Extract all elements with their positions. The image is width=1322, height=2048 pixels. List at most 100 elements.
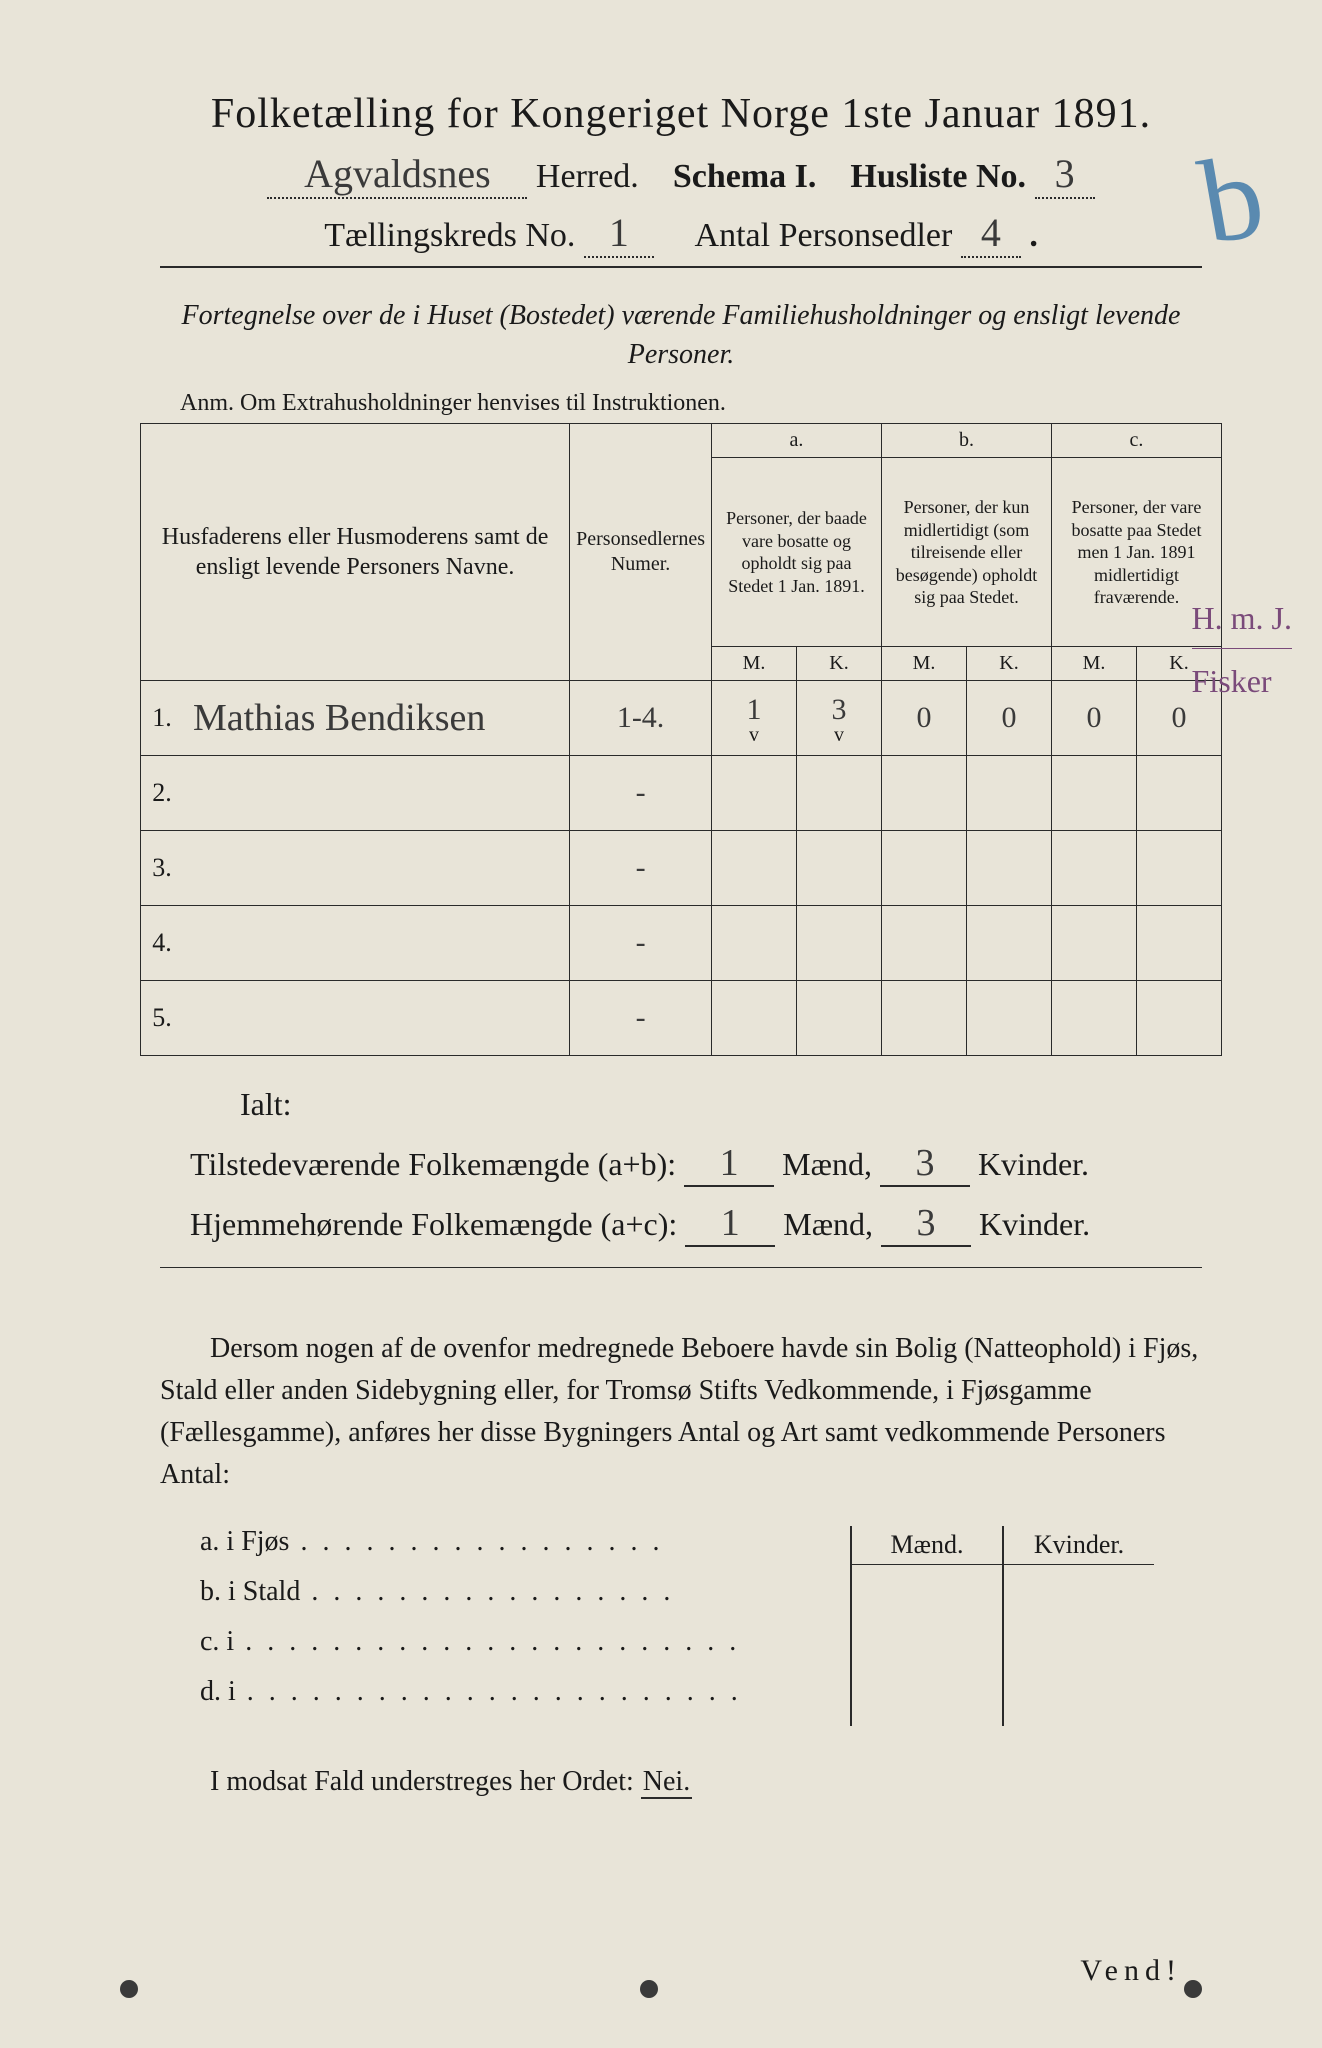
punch-hole xyxy=(1184,1980,1202,1998)
building-cols: Mænd. Kvinder. xyxy=(850,1526,1154,1726)
nei-word: Nei. xyxy=(641,1766,692,1799)
cell-num: - xyxy=(570,831,712,906)
anm-note: Anm. Om Extrahusholdninger henvises til … xyxy=(180,390,1222,417)
cell-ak xyxy=(797,756,882,831)
vend-label: Vend! xyxy=(1080,1954,1182,1988)
person-name xyxy=(183,981,570,1056)
cell-bk xyxy=(967,906,1052,981)
sum-present: Tilstedeværende Folkemængde (a+b): 1 Mæn… xyxy=(190,1141,1222,1187)
divider-2 xyxy=(160,1267,1202,1268)
th-b: Personer, der kun midlertidigt (som tilr… xyxy=(882,458,1052,647)
cell-am xyxy=(712,756,797,831)
antal-label: Antal Personsedler xyxy=(695,217,953,254)
sum1-m: 1 xyxy=(684,1141,774,1187)
cell-bk xyxy=(967,756,1052,831)
th-num: Personsedlernes Numer. xyxy=(570,424,712,681)
th-a: Personer, der baade vare bosatte og opho… xyxy=(712,458,882,647)
col-kvinder: Kvinder. xyxy=(1004,1526,1154,1726)
table-row: 3. - xyxy=(141,831,1222,906)
row-number: 4. xyxy=(141,906,184,981)
kreds-line: Tællingskreds No. 1 Antal Personsedler 4… xyxy=(140,209,1222,258)
sum-resident: Hjemmehørende Folkemængde (a+c): 1 Mænd,… xyxy=(190,1201,1222,1247)
punch-hole xyxy=(120,1980,138,1998)
kreds-no: 1 xyxy=(584,209,654,258)
cell-num: 1-4. xyxy=(570,681,712,756)
th-am: M. xyxy=(712,647,797,681)
kreds-label: Tællingskreds No. xyxy=(324,217,575,254)
row-d: d. i . . . . . . . . . . . . . . . . . .… xyxy=(200,1676,820,1708)
herred-line: Agvaldsnes Herred. Schema I. Husliste No… xyxy=(140,150,1222,199)
cell-cm xyxy=(1052,831,1137,906)
row-number: 2. xyxy=(141,756,184,831)
schema-label: Schema I. xyxy=(673,158,817,195)
row-c: c. i . . . . . . . . . . . . . . . . . .… xyxy=(200,1626,820,1658)
cell-ak xyxy=(797,981,882,1056)
cell-bm xyxy=(882,981,967,1056)
cell-cm: 0 xyxy=(1052,681,1137,756)
cell-num: - xyxy=(570,981,712,1056)
building-rows: a. i Fjøs . . . . . . . . . . . . . . . … xyxy=(200,1526,820,1726)
sum2-m: 1 xyxy=(685,1201,775,1247)
row-fjos: a. i Fjøs . . . . . . . . . . . . . . . … xyxy=(200,1526,820,1558)
census-form: b Folketælling for Kongeriget Norge 1ste… xyxy=(0,0,1322,1868)
row-number: 3. xyxy=(141,831,184,906)
sum2-maend: Mænd, xyxy=(783,1206,873,1242)
table-row: 5. - xyxy=(141,981,1222,1056)
cell-ak xyxy=(797,906,882,981)
th-c-top: c. xyxy=(1052,424,1222,458)
main-table: Husfaderens eller Husmoderens samt de en… xyxy=(140,423,1222,1056)
person-name xyxy=(183,831,570,906)
cell-bm xyxy=(882,906,967,981)
cell-cm xyxy=(1052,981,1137,1056)
husliste-no: 3 xyxy=(1035,150,1095,199)
th-ak: K. xyxy=(797,647,882,681)
herred-name: Agvaldsnes xyxy=(267,150,527,199)
th-bk: K. xyxy=(967,647,1052,681)
row-stald: b. i Stald . . . . . . . . . . . . . . .… xyxy=(200,1576,820,1608)
building-paragraph: Dersom nogen af de ovenfor medregnede Be… xyxy=(160,1328,1202,1496)
th-a-top: a. xyxy=(712,424,882,458)
sum1-label: Tilstedeværende Folkemængde (a+b): xyxy=(190,1146,676,1182)
subtitle: Fortegnelse over de i Huset (Bostedet) v… xyxy=(140,296,1222,374)
cell-am xyxy=(712,831,797,906)
cell-am: 1v xyxy=(712,681,797,756)
margin-note-2: Fisker xyxy=(1192,648,1292,711)
cell-cm xyxy=(1052,906,1137,981)
col-maend: Mænd. xyxy=(852,1526,1004,1726)
sum2-kvinder: Kvinder. xyxy=(979,1206,1090,1242)
table-row: 1. Mathias Bendiksen 1-4. 1v 3v 0 0 0 0 xyxy=(141,681,1222,756)
row-number: 5. xyxy=(141,981,184,1056)
ialt-label: Ialt: xyxy=(240,1086,1222,1123)
sum2-k: 3 xyxy=(881,1201,971,1247)
herred-label: Herred. xyxy=(536,158,639,195)
table-row: 2. - xyxy=(141,756,1222,831)
antal-val: 4 xyxy=(961,209,1021,258)
th-b-top: b. xyxy=(882,424,1052,458)
th-name: Husfaderens eller Husmoderens samt de en… xyxy=(141,424,570,681)
margin-note-1: H. m. J. xyxy=(1192,590,1292,648)
person-name xyxy=(183,756,570,831)
punch-hole xyxy=(640,1980,658,1998)
person-name: Mathias Bendiksen xyxy=(183,681,570,756)
cell-bk xyxy=(967,831,1052,906)
cell-bm xyxy=(882,756,967,831)
sum1-maend: Mænd, xyxy=(782,1146,872,1182)
cell-ck xyxy=(1137,906,1222,981)
nei-line: I modsat Fald understreges her Ordet: Ne… xyxy=(210,1766,1202,1798)
cell-am xyxy=(712,981,797,1056)
sum2-label: Hjemmehørende Folkemængde (a+c): xyxy=(190,1206,677,1242)
cell-bk xyxy=(967,981,1052,1056)
cell-am xyxy=(712,906,797,981)
table-row: 4. - xyxy=(141,906,1222,981)
sum1-kvinder: Kvinder. xyxy=(978,1146,1089,1182)
cell-bm: 0 xyxy=(882,681,967,756)
cell-bk: 0 xyxy=(967,681,1052,756)
husliste-label: Husliste No. xyxy=(850,158,1026,195)
person-name xyxy=(183,906,570,981)
cell-bm xyxy=(882,831,967,906)
building-table: a. i Fjøs . . . . . . . . . . . . . . . … xyxy=(200,1526,1202,1726)
page-title: Folketælling for Kongeriget Norge 1ste J… xyxy=(140,90,1222,138)
cell-ak: 3v xyxy=(797,681,882,756)
divider xyxy=(160,266,1202,268)
sum1-k: 3 xyxy=(880,1141,970,1187)
